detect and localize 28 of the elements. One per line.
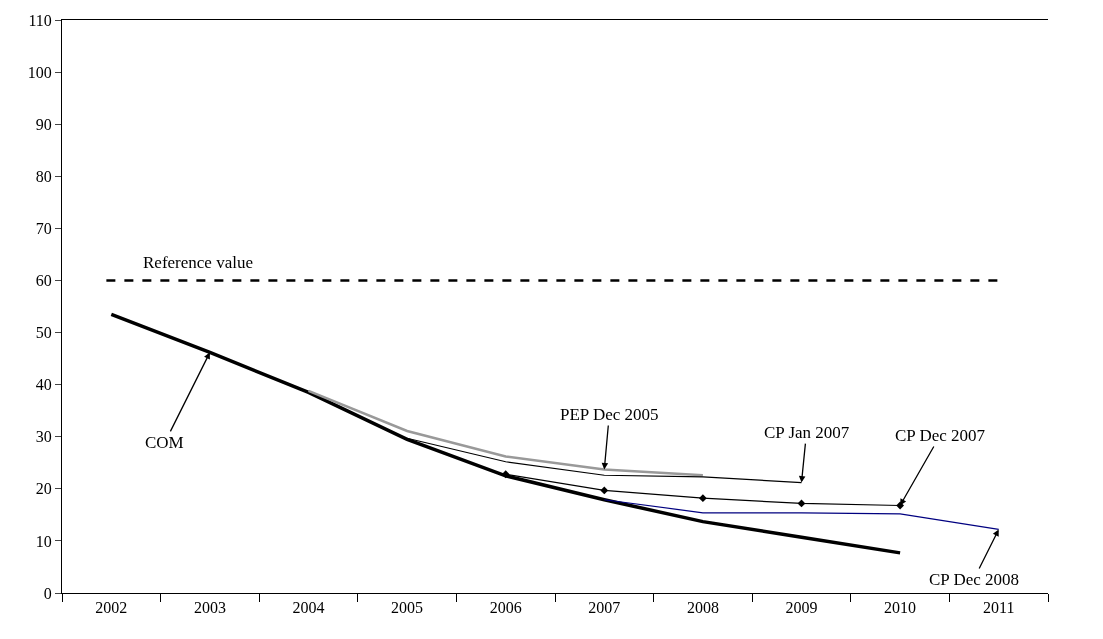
annotation: CP Jan 2007	[764, 423, 850, 442]
y-tick-label: 80	[35, 167, 52, 185]
x-tick-label: 2003	[193, 599, 226, 617]
y-tick-label: 110	[28, 11, 52, 29]
annotation: CP Dec 2007	[895, 426, 986, 445]
y-tick-label: 30	[35, 428, 52, 446]
y-tick-label: 20	[35, 480, 52, 498]
x-tick-label: 2009	[785, 599, 818, 617]
annotation: COM	[145, 433, 184, 452]
y-tick-label: 50	[35, 324, 52, 342]
y-tick-label: 40	[35, 376, 52, 394]
y-tick-label: 60	[35, 272, 52, 290]
x-tick-label: 2011	[983, 599, 1015, 617]
x-tick-label: 2010	[884, 599, 917, 617]
x-tick-label: 2004	[292, 599, 325, 617]
x-tick-label: 2005	[391, 599, 424, 617]
y-tick-label: 100	[27, 63, 52, 81]
annotation: PEP Dec 2005	[560, 405, 659, 424]
y-tick-label: 70	[35, 219, 52, 237]
ref-line-label: Reference value	[143, 253, 253, 272]
annotation: CP Dec 2008	[929, 570, 1020, 589]
y-tick-label: 0	[43, 584, 52, 602]
x-tick-label: 2006	[489, 599, 522, 617]
x-tick-label: 2008	[686, 599, 719, 617]
x-tick-label: 2007	[588, 599, 621, 617]
y-tick-label: 10	[35, 532, 52, 550]
y-tick-label: 90	[35, 115, 52, 133]
x-tick-label: 2002	[95, 599, 128, 617]
